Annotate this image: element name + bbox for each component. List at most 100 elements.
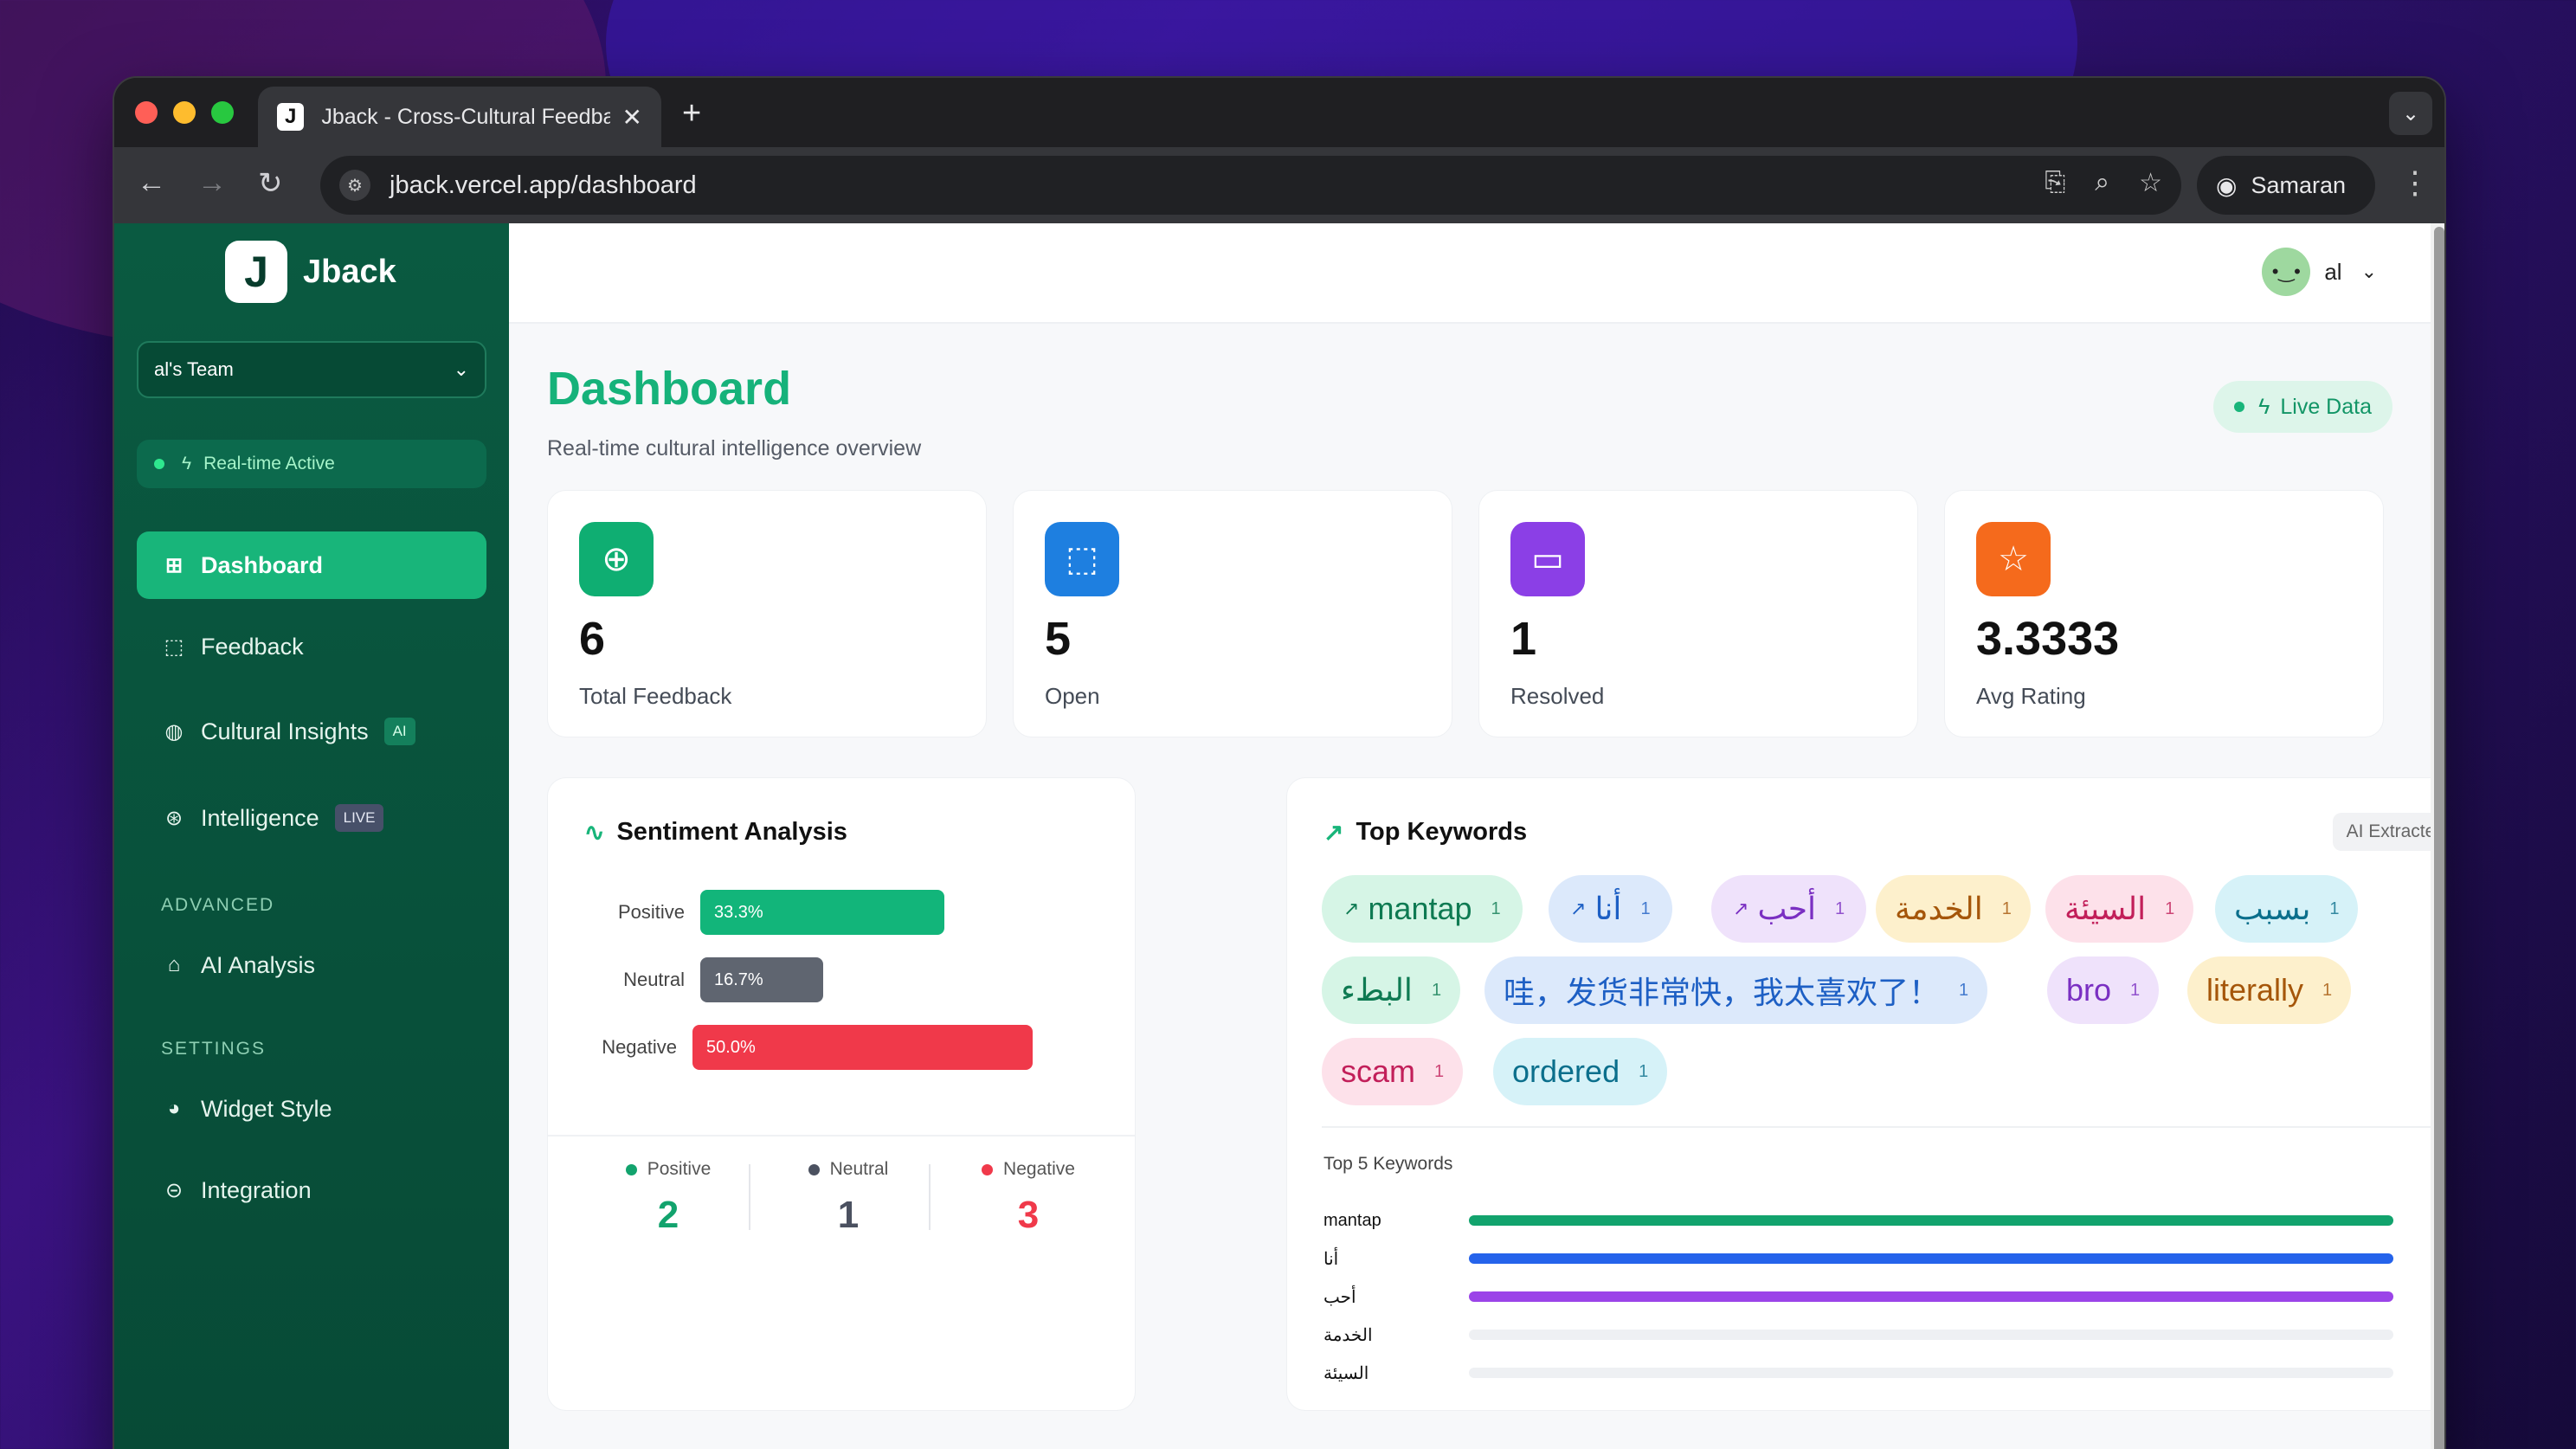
- summary-label: Positive: [577, 1159, 759, 1180]
- palette-icon: ◕: [167, 1097, 181, 1120]
- keyword-count: 1: [1835, 898, 1845, 918]
- legend-dot: [625, 1163, 637, 1175]
- tab-title: Jback - Cross-Cultural Feedback: [321, 104, 610, 129]
- sentiment-label: Neutral: [623, 969, 685, 990]
- sentiment-bar: 16.7%: [700, 957, 823, 1002]
- keyword-chip[interactable]: البطء 1: [1322, 956, 1461, 1024]
- top-keyword-name: أنا: [1323, 1249, 1339, 1269]
- link-icon: ⊝: [164, 1178, 184, 1202]
- sidebar-item-label: AI Analysis: [201, 951, 316, 978]
- stat-value: 1: [1510, 613, 1537, 665]
- back-arrow-icon[interactable]: ←: [137, 166, 166, 199]
- summary-count: 3: [1017, 1194, 1040, 1236]
- keyword-chip[interactable]: literally 1: [2187, 956, 2352, 1024]
- keyword-chip[interactable]: ordered 1: [1493, 1038, 1668, 1105]
- sentiment-label: Negative: [602, 1036, 678, 1058]
- keyword-text: scam: [1341, 1053, 1416, 1089]
- live-badge: LIVE: [334, 804, 384, 832]
- summary-count: 2: [657, 1194, 679, 1236]
- sentiment-summary-neutral: Neutral 1: [757, 1159, 939, 1237]
- site-settings-icon[interactable]: ⚙: [339, 170, 370, 201]
- live-data-label: Live Data: [2280, 394, 2372, 419]
- keyword-chip[interactable]: ↗ أنا 1: [1549, 875, 1672, 943]
- incognito-icon: ◉: [2216, 171, 2238, 199]
- stat-label: Open: [1045, 683, 1100, 709]
- browser-tab[interactable]: J Jback - Cross-Cultural Feedback ✕: [258, 87, 661, 147]
- keyword-chip[interactable]: بسبب 1: [2215, 875, 2359, 943]
- reload-icon[interactable]: ↻: [258, 167, 283, 200]
- sidebar-item-intelligence[interactable]: ⊛ Intelligence LIVE: [137, 784, 486, 852]
- team-selector[interactable]: al's Team ⌄: [137, 341, 486, 398]
- globe-icon: ◍: [164, 719, 184, 744]
- star-icon: ☆: [1976, 522, 2051, 596]
- keyword-chip[interactable]: 哇，发货非常快，我太喜欢了！ 1: [1484, 956, 1988, 1024]
- message-plus-icon: ⊕: [579, 522, 654, 596]
- card-title: ↗ Top Keywords: [1323, 818, 1527, 847]
- grid-icon: ⊞: [164, 553, 184, 577]
- main: Dashboard Real-time cultural intelligenc…: [509, 324, 2444, 1449]
- user-name: al: [2324, 258, 2342, 285]
- close-window-button[interactable]: [135, 101, 158, 124]
- sentiment-summary-positive: Positive 2: [577, 1159, 759, 1237]
- top-keyword-bar: [1469, 1291, 2393, 1302]
- keywords-card: ↗ Top Keywords AI Extracted ↗ mantap 1 ↗ أنا…: [1286, 777, 2444, 1411]
- user-menu[interactable]: •‿• al ⌄: [2262, 248, 2377, 296]
- summary-label-text: Neutral: [829, 1159, 889, 1179]
- stat-value: 3.3333: [1976, 613, 2120, 665]
- keyword-count: 1: [2322, 980, 2333, 1000]
- tab-search-chevron-icon[interactable]: ⌄: [2389, 92, 2432, 135]
- new-tab-button[interactable]: +: [682, 95, 702, 132]
- sidebar-item-widget-style[interactable]: ◕ Widget Style: [137, 1075, 486, 1143]
- keyword-chip[interactable]: bro 1: [2047, 956, 2160, 1024]
- keyword-text: البطء: [1341, 972, 1413, 1008]
- top-keyword-name: السيئة: [1323, 1363, 1369, 1383]
- keyword-count: 1: [1959, 980, 1969, 1000]
- scrollbar[interactable]: [2431, 223, 2444, 1449]
- sidebar-item-feedback[interactable]: ⬚ Feedback: [137, 613, 486, 680]
- keyword-count: 1: [1434, 1061, 1445, 1081]
- sidebar-item-label: Feedback: [201, 633, 304, 660]
- trending-up-icon: ↗: [1570, 898, 1587, 919]
- translate-icon[interactable]: ⎘: [2045, 168, 2066, 196]
- divider: [548, 1135, 1135, 1137]
- keyword-count: 1: [1431, 980, 1442, 1000]
- keyword-count: 1: [2165, 898, 2175, 918]
- brain-icon: ⊛: [164, 806, 184, 830]
- keyword-chip[interactable]: ↗ mantap 1: [1322, 875, 1523, 943]
- url-text[interactable]: jback.vercel.app/dashboard: [390, 171, 697, 199]
- feedback-icon: ⬚: [164, 634, 184, 659]
- profile-button[interactable]: ◉ Samaran: [2197, 156, 2375, 215]
- sentiment-card: ∿ Sentiment Analysis Positive 33.3% Neutra…: [547, 777, 1136, 1411]
- maximize-window-button[interactable]: [211, 101, 234, 124]
- address-bar[interactable]: ⚙ jback.vercel.app/dashboard ⎘ ⌕ ☆: [320, 156, 2181, 215]
- sidebar-item-dashboard[interactable]: ⊞ Dashboard: [137, 531, 486, 599]
- minimize-window-button[interactable]: [173, 101, 196, 124]
- sidebar-item-cultural-insights[interactable]: ◍ Cultural Insights AI: [137, 698, 486, 765]
- stat-card-avg-rating: ☆ 3.3333 Avg Rating: [1944, 490, 2384, 737]
- bolt-icon: ϟ: [182, 454, 192, 473]
- browser-menu-icon[interactable]: ⋮: [2399, 164, 2431, 200]
- ai-badge: AI: [383, 718, 415, 745]
- sidebar-item-ai-analysis[interactable]: ⌂ AI Analysis: [137, 931, 486, 999]
- close-tab-icon[interactable]: ✕: [621, 103, 642, 131]
- zoom-icon[interactable]: ⌕: [2095, 168, 2110, 196]
- browser-toolbar: ← → ↻ ⚙ jback.vercel.app/dashboard ⎘ ⌕ ☆…: [114, 147, 2444, 223]
- keyword-count: 1: [1639, 1061, 1649, 1081]
- logo[interactable]: J Jback: [225, 241, 396, 303]
- top-keyword-track: [1469, 1215, 2393, 1226]
- scrollbar-thumb[interactable]: [2434, 227, 2444, 1449]
- forward-arrow-icon[interactable]: →: [197, 166, 227, 199]
- keyword-chip[interactable]: الخدمة 1: [1876, 875, 2031, 943]
- keyword-chip[interactable]: ↗ أحب 1: [1711, 875, 1867, 943]
- sentiment-row: Neutral 16.7%: [583, 956, 1033, 1003]
- bookmark-star-icon[interactable]: ☆: [2139, 169, 2162, 197]
- stat-value: 6: [579, 613, 606, 665]
- keyword-chip[interactable]: السيئة 1: [2045, 875, 2194, 943]
- sidebar-item-integration[interactable]: ⊝ Integration: [137, 1156, 486, 1224]
- keyword-text: 哇，发货非常快，我太喜欢了！: [1504, 975, 1941, 1010]
- live-data-badge: ϟ Live Data: [2213, 381, 2392, 433]
- keyword-chip[interactable]: scam 1: [1322, 1038, 1464, 1105]
- top-keyword-track: [1469, 1253, 2393, 1264]
